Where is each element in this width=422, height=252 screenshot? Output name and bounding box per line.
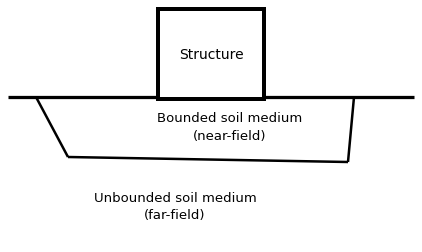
Bar: [158, 10, 264, 100]
Text: Bounded soil medium
(near-field): Bounded soil medium (near-field): [157, 112, 303, 143]
Text: Structure: Structure: [179, 48, 243, 62]
Text: Unbounded soil medium
(far-field): Unbounded soil medium (far-field): [94, 191, 257, 222]
